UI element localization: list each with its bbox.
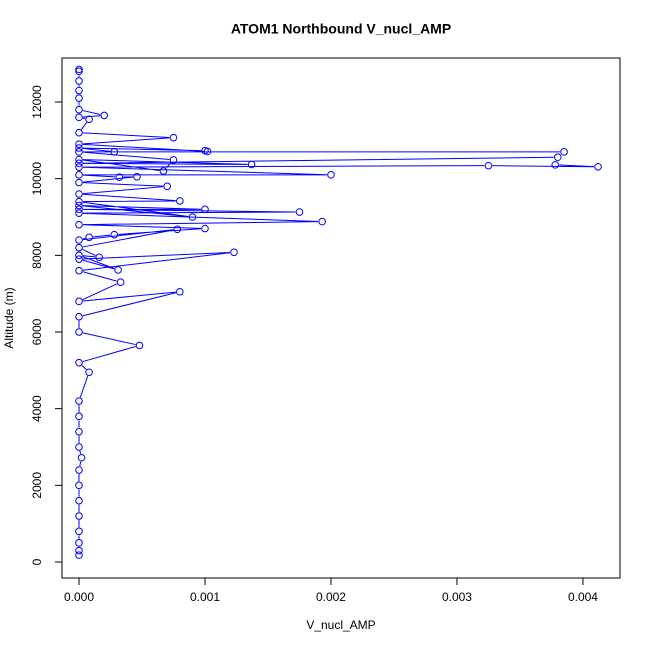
point: [85, 115, 93, 124]
point: [173, 225, 182, 234]
x-tick-label: 0.001: [190, 590, 220, 604]
point: [75, 481, 83, 490]
point: [75, 128, 83, 137]
point: [484, 161, 493, 170]
point: [75, 236, 83, 244]
point: [116, 278, 125, 286]
point: [201, 205, 209, 214]
point: [95, 253, 103, 262]
point: [75, 171, 83, 179]
point: [77, 453, 86, 462]
point: [175, 197, 184, 205]
point: [594, 162, 602, 171]
point: [75, 205, 83, 214]
point: [85, 233, 93, 242]
point: [75, 551, 83, 559]
point: [75, 105, 83, 114]
x-tick-label: 0.000: [64, 590, 94, 604]
line-segments: [78, 75, 595, 539]
point: [75, 159, 83, 168]
point: [133, 172, 141, 181]
y-tick-label: 10000: [30, 162, 44, 196]
x-tick-label: 0.003: [442, 590, 472, 604]
point: [75, 466, 83, 474]
point: [75, 220, 83, 229]
point: [201, 224, 209, 233]
point: [110, 230, 119, 239]
point: [75, 255, 83, 263]
point: [175, 287, 184, 296]
point: [553, 153, 562, 162]
y-tick-label: 0: [30, 558, 44, 565]
point: [169, 133, 178, 142]
point: [75, 209, 83, 217]
point: [75, 86, 83, 95]
point: [75, 163, 83, 171]
point: [75, 443, 83, 451]
point: [75, 113, 83, 122]
point: [75, 427, 83, 436]
point: [75, 412, 83, 421]
point: [327, 171, 335, 179]
point: [75, 178, 83, 187]
point: [560, 148, 568, 156]
point: [75, 266, 83, 275]
point: [75, 546, 83, 555]
point: [75, 77, 83, 85]
point: [551, 161, 560, 169]
point: [75, 358, 83, 367]
point: [163, 182, 171, 191]
y-tick-label: 4000: [30, 395, 44, 422]
plot-box: [61, 57, 621, 579]
point: [100, 111, 109, 120]
point: [75, 251, 83, 260]
point: [75, 190, 83, 198]
point: [75, 527, 83, 536]
x-tick-label: 0.004: [568, 590, 598, 604]
point: [75, 496, 83, 505]
point: [75, 297, 83, 306]
point: [295, 208, 304, 216]
point: [75, 94, 83, 102]
point: [75, 243, 83, 252]
point: [115, 173, 124, 181]
point: [230, 248, 238, 257]
point: [169, 156, 178, 164]
point: [318, 217, 326, 226]
point: [75, 197, 83, 206]
point: [75, 312, 83, 321]
y-axis-label: Altitude (m): [2, 287, 16, 348]
point: [203, 147, 212, 156]
point: [75, 397, 83, 405]
point: [135, 341, 144, 350]
point: [85, 368, 93, 377]
point: [75, 67, 83, 76]
chart-title: ATOM1 Northbound V_nucl_AMP: [231, 21, 451, 37]
y-tick-label: 2000: [30, 472, 44, 499]
point: [188, 213, 197, 221]
point: [75, 140, 83, 148]
point: [75, 144, 83, 152]
point: [75, 539, 83, 547]
point: [114, 266, 122, 274]
point: [110, 148, 119, 156]
point: [247, 160, 256, 169]
point: [75, 65, 83, 74]
point: [75, 201, 83, 210]
x-tick-label: 0.002: [316, 590, 346, 604]
y-tick-label: 6000: [30, 318, 44, 345]
point: [159, 167, 168, 175]
point: [75, 155, 83, 164]
y-tick-label: 12000: [30, 85, 44, 119]
point: [75, 328, 83, 336]
point: [75, 148, 83, 156]
x-axis-label: V_nucl_AMP: [306, 618, 375, 632]
point: [75, 512, 83, 520]
y-tick-label: 8000: [30, 242, 44, 269]
